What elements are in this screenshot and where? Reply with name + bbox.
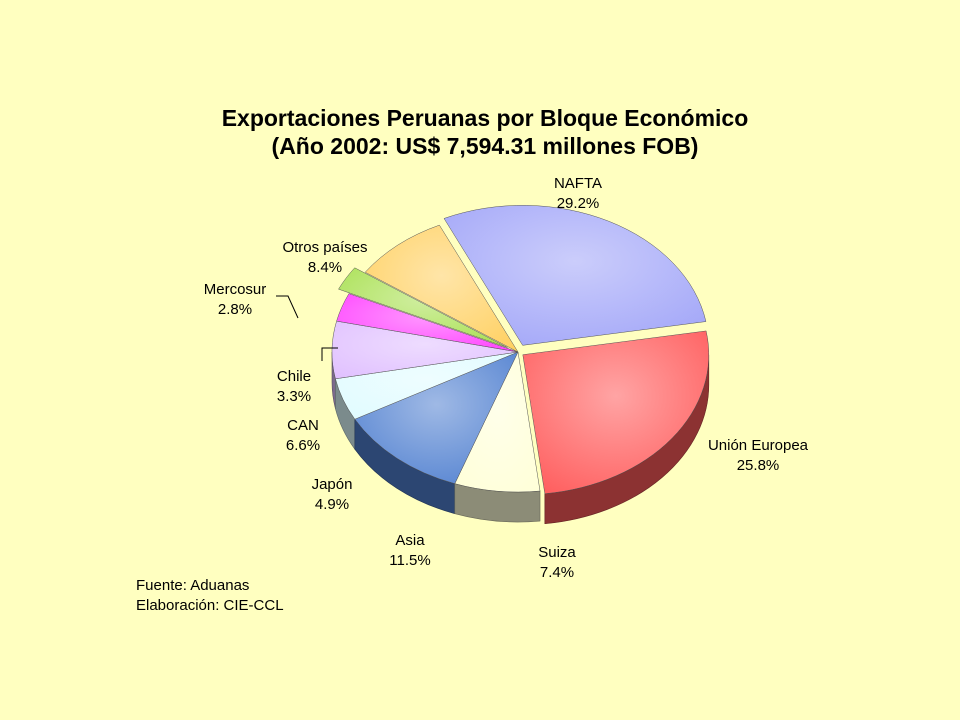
slice-label: NAFTA 29.2% — [554, 175, 602, 212]
pie-slice-uni-n-europea — [522, 330, 710, 494]
slice-name: Suiza — [538, 544, 576, 561]
source-line: Fuente: Aduanas — [136, 577, 250, 594]
slice-label: Asia 11.5% — [389, 532, 430, 569]
slice-name: Unión Europea — [708, 437, 809, 454]
pie-slice-asia — [354, 351, 519, 484]
slice-percent: 6.6% — [286, 437, 320, 454]
pie-slice-chile — [336, 293, 519, 353]
slice-percent: 29.2% — [557, 195, 600, 212]
slice-name: Otros países — [282, 239, 367, 256]
source-note: Fuente: Aduanas Elaboración: CIE-CCL — [136, 576, 284, 616]
elaboration-line: Elaboración: CIE-CCL — [136, 597, 284, 614]
slice-name: Asia — [395, 532, 425, 549]
chart-title: Exportaciones Peruanas por Bloque Económ… — [221, 105, 749, 131]
slice-percent: 4.9% — [315, 496, 349, 513]
slice-label: Japón 4.9% — [312, 476, 353, 513]
slice-percent: 7.4% — [540, 564, 574, 581]
slice-name: CAN — [287, 417, 319, 434]
chart-title-block: Exportaciones Peruanas por Bloque Económ… — [0, 104, 960, 160]
slice-label: Chile 3.3% — [277, 368, 311, 405]
leader-line — [276, 295, 299, 319]
pie-slice-nafta — [443, 205, 707, 346]
slice-label: Mercosur 2.8% — [204, 281, 267, 318]
slice-label: Unión Europea 25.8% — [708, 437, 809, 474]
chart-subtitle: (Año 2002: US$ 7,594.31 millones FOB) — [271, 133, 699, 159]
pie-slice-mercosur — [338, 267, 508, 348]
leader-line — [321, 347, 338, 361]
slice-label: CAN 6.6% — [286, 417, 320, 454]
slice-name: Mercosur — [204, 281, 267, 298]
slice-percent: 3.3% — [277, 388, 311, 405]
slice-name: Japón — [312, 476, 353, 493]
slice-name: NAFTA — [554, 175, 602, 192]
slice-percent: 2.8% — [218, 301, 252, 318]
slice-label: Otros países 8.4% — [282, 239, 367, 276]
pie-slice-otros-pa-ses — [364, 224, 519, 353]
slice-name: Chile — [277, 368, 311, 385]
slice-percent: 11.5% — [389, 552, 430, 569]
slice-percent: 25.8% — [737, 457, 780, 474]
slice-label: Suiza 7.4% — [538, 544, 576, 581]
slice-percent: 8.4% — [308, 259, 342, 276]
